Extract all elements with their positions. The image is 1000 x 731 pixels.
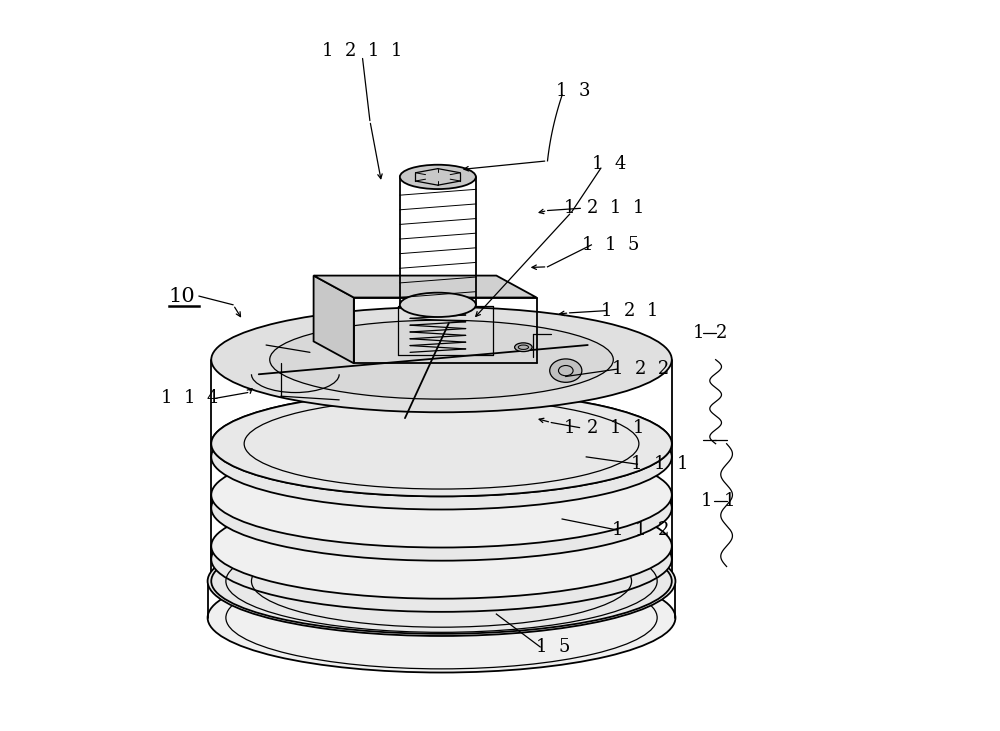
Text: 1  2  2: 1 2 2 <box>612 360 669 378</box>
Ellipse shape <box>211 442 672 548</box>
Ellipse shape <box>211 391 672 496</box>
Polygon shape <box>314 276 537 298</box>
Text: 1  3: 1 3 <box>556 83 590 100</box>
Ellipse shape <box>208 526 675 636</box>
Ellipse shape <box>550 359 582 382</box>
Polygon shape <box>314 276 354 363</box>
Ellipse shape <box>208 563 675 673</box>
Ellipse shape <box>515 343 532 352</box>
Ellipse shape <box>211 404 672 510</box>
Text: 1  1  1: 1 1 1 <box>631 455 688 473</box>
Ellipse shape <box>211 455 672 561</box>
Ellipse shape <box>400 164 476 189</box>
Text: 1  5: 1 5 <box>536 638 571 656</box>
Text: 1  2  1  1: 1 2 1 1 <box>322 42 403 60</box>
Ellipse shape <box>211 507 672 612</box>
Text: 1  1: 1 1 <box>701 492 735 510</box>
Text: 1  1  5: 1 1 5 <box>582 236 640 254</box>
Text: 10: 10 <box>169 287 195 306</box>
Ellipse shape <box>270 320 613 399</box>
Ellipse shape <box>400 292 476 317</box>
Ellipse shape <box>211 307 672 412</box>
Text: 1  1  2: 1 1 2 <box>612 521 669 539</box>
Ellipse shape <box>211 391 672 496</box>
Text: 1  2  1  1: 1 2 1 1 <box>564 419 644 436</box>
Ellipse shape <box>211 529 672 634</box>
Text: 1  1  4: 1 1 4 <box>161 390 218 407</box>
Text: 1  2  1: 1 2 1 <box>601 302 659 319</box>
Ellipse shape <box>211 493 672 599</box>
Text: 1  2: 1 2 <box>693 324 727 341</box>
Text: 1  4: 1 4 <box>592 156 627 173</box>
Text: 1  2  1  1: 1 2 1 1 <box>564 200 644 217</box>
